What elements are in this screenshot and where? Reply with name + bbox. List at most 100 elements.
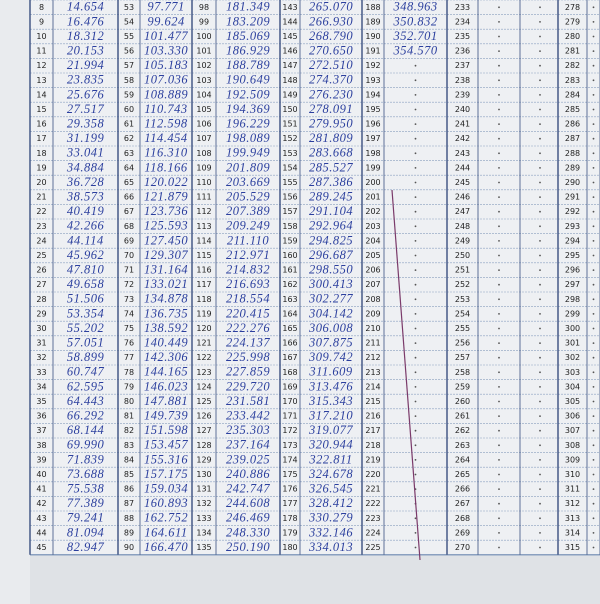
row-number: 68 bbox=[124, 222, 134, 231]
row-number: 173 bbox=[282, 441, 297, 450]
dot bbox=[592, 181, 595, 184]
row-number: 292 bbox=[565, 207, 580, 216]
row-number: 82 bbox=[124, 426, 134, 435]
dot bbox=[498, 79, 500, 82]
row-number: 180 bbox=[282, 543, 297, 552]
row-number: 20 bbox=[36, 178, 46, 187]
row-number: 15 bbox=[36, 105, 46, 114]
handwritten-value: 218.554 bbox=[226, 292, 270, 306]
row-number: 80 bbox=[124, 397, 134, 406]
dot bbox=[539, 429, 541, 432]
dot bbox=[539, 254, 541, 257]
dot bbox=[414, 210, 417, 213]
row-number: 18 bbox=[36, 149, 46, 158]
row-number: 251 bbox=[455, 266, 470, 275]
row-number: 78 bbox=[124, 368, 134, 377]
dot bbox=[498, 137, 500, 140]
row-number: 303 bbox=[565, 368, 580, 377]
dot bbox=[498, 35, 500, 38]
row-number: 295 bbox=[565, 251, 580, 260]
row-number: 75 bbox=[124, 324, 134, 333]
handwritten-value: 315.343 bbox=[308, 394, 353, 408]
row-number: 100 bbox=[196, 32, 211, 41]
handwritten-value: 209.249 bbox=[226, 219, 270, 233]
row-number: 265 bbox=[455, 470, 470, 479]
dot bbox=[498, 298, 500, 301]
row-number: 23 bbox=[36, 222, 46, 231]
dot bbox=[414, 342, 417, 344]
row-number: 301 bbox=[565, 339, 580, 348]
handwritten-value: 233.442 bbox=[226, 408, 270, 422]
row-number: 224 bbox=[365, 528, 380, 537]
row-number: 81 bbox=[124, 412, 134, 421]
row-number: 263 bbox=[455, 441, 470, 450]
dot bbox=[539, 546, 541, 549]
row-number: 146 bbox=[282, 47, 297, 56]
row-number: 112 bbox=[196, 207, 211, 216]
handwritten-value: 55.202 bbox=[67, 321, 104, 335]
row-number: 234 bbox=[455, 17, 470, 26]
handwritten-value: 129.307 bbox=[144, 248, 188, 262]
row-number: 172 bbox=[282, 426, 297, 435]
row-number: 214 bbox=[365, 382, 380, 391]
dot bbox=[414, 546, 417, 549]
handwritten-value: 292.964 bbox=[309, 219, 353, 233]
row-number: 284 bbox=[565, 90, 580, 99]
row-number: 22 bbox=[36, 207, 46, 216]
handwritten-value: 207.389 bbox=[226, 204, 270, 218]
handwritten-value: 147.881 bbox=[144, 394, 188, 408]
row-number: 131 bbox=[196, 485, 211, 494]
handwritten-value: 127.450 bbox=[144, 233, 188, 247]
handwritten-value: 62.595 bbox=[67, 379, 104, 393]
dot bbox=[539, 210, 541, 213]
handwritten-value: 21.994 bbox=[67, 58, 104, 72]
dot bbox=[414, 473, 417, 476]
row-number: 176 bbox=[282, 485, 297, 494]
row-number: 104 bbox=[196, 90, 211, 99]
row-number: 278 bbox=[565, 3, 580, 12]
dot bbox=[498, 94, 500, 96]
row-number: 248 bbox=[455, 222, 470, 231]
row-number: 194 bbox=[365, 90, 380, 99]
dot bbox=[414, 196, 417, 199]
dot bbox=[592, 167, 595, 169]
handwritten-value: 16.476 bbox=[67, 14, 105, 28]
dot bbox=[414, 123, 417, 125]
dot bbox=[498, 502, 500, 505]
dot bbox=[498, 546, 500, 549]
handwritten-value: 240.886 bbox=[226, 467, 270, 481]
row-number: 117 bbox=[196, 280, 211, 289]
row-number: 83 bbox=[124, 441, 134, 450]
row-number: 264 bbox=[455, 455, 470, 464]
row-number: 79 bbox=[124, 382, 134, 391]
row-number: 210 bbox=[365, 324, 380, 333]
dot bbox=[498, 196, 500, 199]
dot bbox=[539, 371, 541, 374]
dot bbox=[498, 400, 500, 403]
dot bbox=[592, 546, 595, 549]
handwritten-value: 144.165 bbox=[144, 365, 188, 379]
row-number: 311 bbox=[565, 485, 580, 494]
handwritten-value: 324.678 bbox=[308, 467, 353, 481]
dot bbox=[414, 298, 417, 301]
handwritten-value: 151.598 bbox=[144, 423, 188, 437]
handwritten-value: 33.041 bbox=[66, 146, 104, 160]
handwritten-value: 153.457 bbox=[144, 438, 188, 452]
row-number: 258 bbox=[455, 368, 470, 377]
handwritten-value: 190.649 bbox=[226, 73, 270, 87]
row-number: 218 bbox=[365, 441, 380, 450]
dot bbox=[592, 327, 595, 330]
handwritten-value: 279.950 bbox=[309, 116, 353, 130]
row-number: 237 bbox=[455, 61, 470, 70]
row-number: 24 bbox=[36, 236, 46, 245]
row-number: 88 bbox=[124, 514, 134, 523]
handwritten-value: 332.146 bbox=[308, 525, 353, 539]
handwritten-value: 224.137 bbox=[226, 335, 270, 349]
dot bbox=[414, 429, 417, 432]
row-number: 77 bbox=[124, 353, 134, 362]
row-number: 260 bbox=[455, 397, 470, 406]
row-number: 59 bbox=[124, 90, 134, 99]
dot bbox=[592, 240, 595, 242]
dot bbox=[498, 64, 500, 67]
row-number: 242 bbox=[455, 134, 470, 143]
